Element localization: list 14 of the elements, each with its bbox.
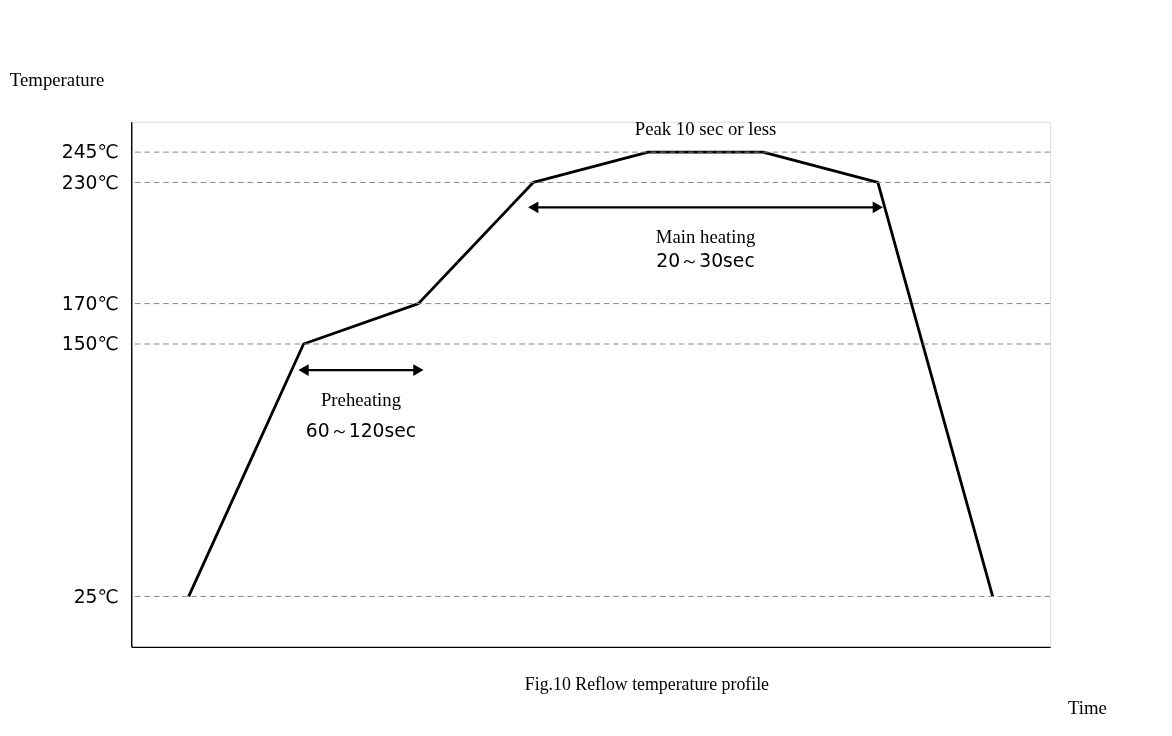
annotation: Peak 10 sec or less	[634, 118, 777, 140]
annotation: 60～120sec	[305, 420, 417, 442]
x-axis-title: Time	[1067, 696, 1107, 718]
annotation: 20～30sec	[656, 249, 755, 271]
annotation: Main heating	[655, 225, 756, 247]
line-series	[187, 150, 995, 598]
y-tick-label: 25℃	[73, 585, 119, 607]
caption: Fig.10 Reflow temperature profile	[524, 674, 770, 695]
y-tick-label: 150℃	[61, 333, 119, 355]
y-tick-label: 230℃	[61, 171, 119, 193]
annotation: Preheating	[320, 388, 402, 410]
y-axis-title: Temperature	[9, 68, 105, 90]
y-tick-label: 170℃	[61, 292, 119, 314]
y-tick-label: 245℃	[61, 141, 119, 163]
